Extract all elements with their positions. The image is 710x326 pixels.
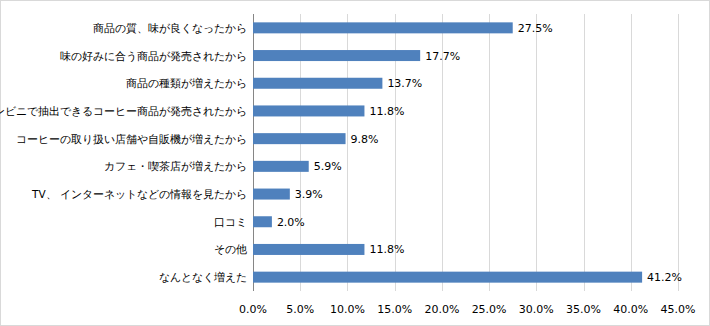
x-tick-label: 35.0% bbox=[566, 303, 601, 316]
bars bbox=[253, 22, 642, 282]
data-label: 17.7% bbox=[425, 50, 460, 63]
category-label: 口コミ bbox=[214, 216, 247, 228]
labels: 27.5% 17.7% 13.7% 11.8% 9.8% 5.9% 3.9% 2.0% 11.8… bbox=[277, 22, 682, 284]
category-label: なんとなく増えた bbox=[159, 271, 247, 283]
data-label: 5.9% bbox=[314, 160, 342, 173]
bar bbox=[253, 189, 290, 200]
data-label: 13.7% bbox=[387, 77, 422, 90]
category-label: 商品の種類が増えたから bbox=[126, 77, 247, 89]
category-label: 商品の質、味が良くなったから bbox=[93, 22, 247, 34]
x-tick-label: 45.0% bbox=[661, 303, 696, 316]
data-label: 9.8% bbox=[351, 133, 379, 146]
x-tick-label: 30.0% bbox=[519, 303, 554, 316]
grid-line bbox=[678, 14, 679, 291]
x-tick-label: 15.0% bbox=[377, 303, 412, 316]
grid-line bbox=[631, 14, 632, 291]
chart-svg: 0.0% 5.0% 10.0% 15.0% 20.0% 25.0% 30.0% 35.0% 40… bbox=[0, 0, 710, 326]
x-tick-labels: 0.0% 5.0% 10.0% 15.0% 20.0% 25.0% 30.0% 35.0% 40… bbox=[239, 303, 695, 316]
grid-line bbox=[489, 14, 490, 291]
category-label: カフェ・喫茶店が増えたから bbox=[104, 160, 247, 172]
grid-line bbox=[536, 14, 537, 291]
category-labels: 商品の質、味が良くなったから味の好みに合う商品が発売されたから商品の種類が増えた… bbox=[0, 22, 247, 283]
x-tick-label: 20.0% bbox=[424, 303, 459, 316]
category-label: その他 bbox=[214, 243, 247, 255]
bar bbox=[253, 133, 346, 144]
bar bbox=[253, 50, 420, 61]
category-label: 味の好みに合う商品が発売されたから bbox=[60, 50, 247, 63]
chart-border bbox=[1, 1, 710, 326]
data-label: 27.5% bbox=[518, 22, 553, 35]
data-label: 41.2% bbox=[647, 271, 682, 284]
bar bbox=[253, 78, 382, 89]
data-label: 11.8% bbox=[369, 243, 404, 256]
x-tick-label: 25.0% bbox=[472, 303, 507, 316]
bar bbox=[253, 244, 364, 255]
bar bbox=[253, 272, 642, 283]
x-tick-label: 0.0% bbox=[239, 303, 267, 316]
chart-container: 0.0% 5.0% 10.0% 15.0% 20.0% 25.0% 30.0% 35.0% 40… bbox=[0, 0, 710, 326]
grid bbox=[254, 14, 679, 291]
bar bbox=[253, 105, 364, 116]
x-tick-label: 40.0% bbox=[613, 303, 648, 316]
data-label: 3.9% bbox=[295, 188, 323, 201]
grid-line bbox=[584, 14, 585, 291]
data-label: 11.8% bbox=[369, 105, 404, 118]
data-label: 2.0% bbox=[277, 216, 305, 229]
x-tick-label: 10.0% bbox=[330, 303, 365, 316]
category-label: TV、 インターネットなどの情報を見たから bbox=[31, 188, 247, 200]
category-label: コーヒーの取り扱い店舗や自販機が増えたから bbox=[16, 133, 247, 145]
category-label: コンビニで抽出できるコーヒー商品が発売されたから bbox=[0, 105, 247, 117]
x-tick-label: 5.0% bbox=[286, 303, 314, 316]
bar bbox=[253, 216, 272, 227]
bar bbox=[253, 161, 309, 172]
bar bbox=[253, 22, 513, 33]
